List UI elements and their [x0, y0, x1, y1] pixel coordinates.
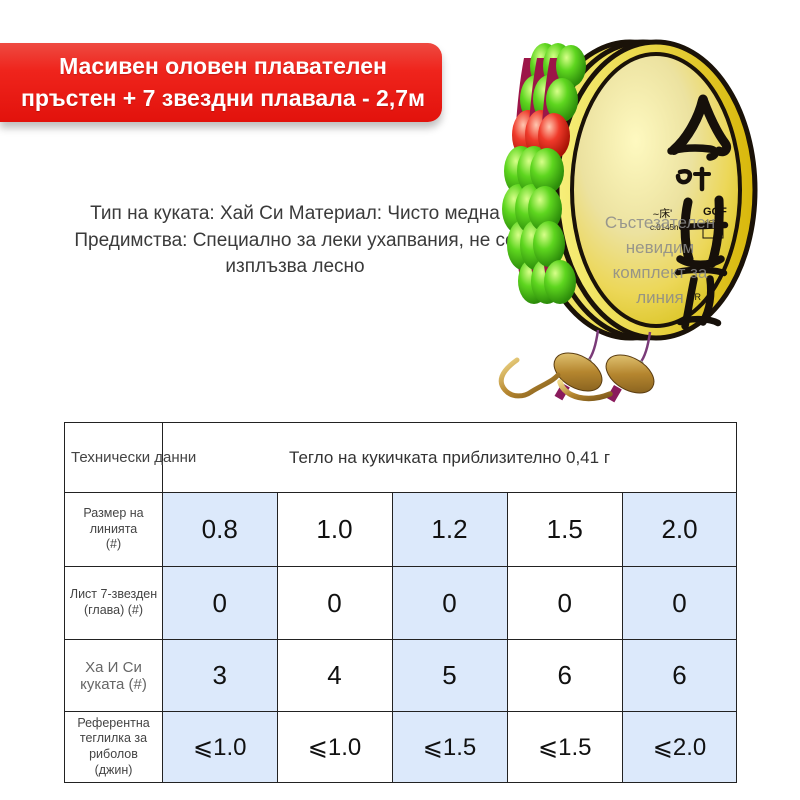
- svg-text:II R: II R: [687, 292, 702, 302]
- svg-text:c.0145n: c.0145n: [650, 223, 678, 232]
- svg-text:комплект за: комплект за: [613, 263, 708, 282]
- svg-text:GGF: GGF: [703, 206, 727, 218]
- svg-text:SERA: SERA: [705, 221, 721, 227]
- svg-text:Състезателен: Състезателен: [605, 213, 715, 232]
- svg-text:невидим: невидим: [626, 238, 694, 257]
- svg-text:линия: линия: [636, 288, 684, 307]
- svg-text:~床': ~床': [652, 206, 672, 221]
